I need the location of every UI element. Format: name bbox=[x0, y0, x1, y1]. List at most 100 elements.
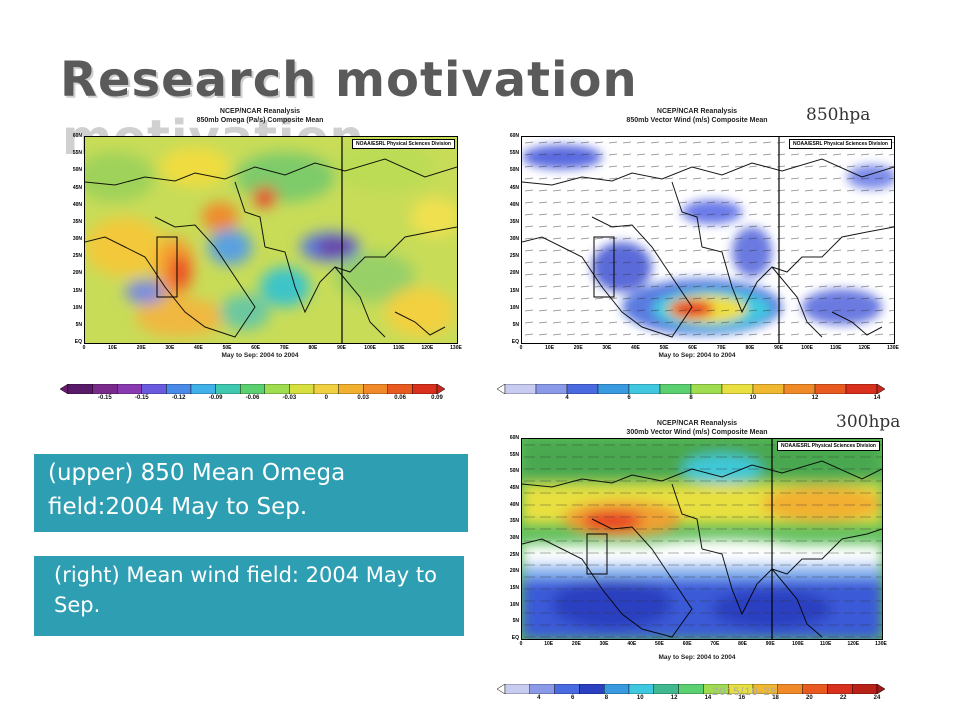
lat-label: 5N bbox=[512, 618, 519, 625]
lat-label: 25N bbox=[509, 253, 519, 260]
colorbar-swatch bbox=[721, 384, 754, 394]
lon-label: 40E bbox=[194, 345, 203, 351]
colorbar-label: -0.09 bbox=[208, 395, 223, 401]
lon-label: 20E bbox=[136, 345, 146, 351]
colorbar-swatch bbox=[566, 384, 599, 394]
wind300-colorbar-svg bbox=[497, 684, 885, 694]
lat-label: 10N bbox=[509, 304, 519, 311]
lon-label: 110E bbox=[819, 641, 832, 647]
wind850-colorbar: 4 6 8 10 12 14 bbox=[497, 384, 885, 406]
omega-colorbar: -0.15 -0.15 -0.12 -0.09 -0.06 -0.03 0 0.03 0.06 0… bbox=[60, 384, 445, 406]
wind300-title-line2: 300mb Vector Wind (m/s) Composite Mean bbox=[626, 429, 768, 436]
wind850-title-line1: NCEP/NCAR Reanalysis bbox=[656, 108, 738, 115]
colorbar-label: 20 bbox=[806, 695, 813, 701]
colorbar-swatch bbox=[117, 384, 143, 394]
lat-label: 40N bbox=[72, 201, 82, 208]
lat-label: 35N bbox=[72, 218, 82, 225]
lon-label: 10E bbox=[545, 345, 555, 351]
colorbar-swatch bbox=[603, 684, 630, 694]
colorbar-label: 0.03 bbox=[357, 395, 370, 401]
slide-title: Research motivation Research motivation bbox=[60, 52, 638, 166]
label-850hpa: 850hpa bbox=[806, 105, 871, 125]
lat-label: EQ bbox=[511, 339, 519, 345]
lat-label: 55N bbox=[72, 150, 82, 157]
lon-label: 10E bbox=[544, 641, 554, 647]
lon-label: 130E bbox=[450, 345, 462, 351]
label-300hpa: 300hpa bbox=[836, 412, 901, 432]
colorbar-label: 0.09 bbox=[431, 395, 443, 401]
lon-label: 110E bbox=[830, 345, 842, 351]
lon-label: 50E bbox=[659, 345, 669, 351]
colorbar-swatch bbox=[678, 684, 704, 694]
colorbar-swatch bbox=[690, 384, 723, 394]
lat-label: 50N bbox=[509, 167, 519, 174]
colorbar-swatch bbox=[659, 384, 692, 394]
lat-label: 35N bbox=[509, 218, 519, 225]
lat-label: 55N bbox=[509, 451, 519, 458]
lon-label: 30E bbox=[165, 345, 175, 351]
caption-upper-text: (upper) 850 Mean Omega field:2004 May to… bbox=[48, 460, 346, 520]
colorbar-swatch bbox=[628, 384, 661, 394]
colorbar-label: 12 bbox=[670, 695, 678, 701]
colorbar-swatch bbox=[215, 384, 241, 394]
colorbar-swatch bbox=[363, 384, 389, 394]
lon-label: 60E bbox=[682, 641, 692, 647]
colorbar-label: 8 bbox=[604, 695, 609, 701]
colorbar-label: 10 bbox=[636, 695, 644, 701]
lat-label: 60N bbox=[72, 133, 82, 139]
lat-label: 20N bbox=[509, 568, 519, 575]
wind850-period: May to Sep: 2004 to 2004 bbox=[658, 352, 736, 359]
lon-label: 90E bbox=[765, 641, 775, 647]
omega-title-line1: NCEP/NCAR Reanalysis bbox=[219, 108, 301, 115]
lon-label: 130E bbox=[875, 641, 887, 647]
colorbar-swatch bbox=[313, 384, 339, 394]
colorbar-label: 0 bbox=[324, 395, 328, 401]
colorbar-label: 0.06 bbox=[394, 395, 406, 401]
colorbar-label: 16 bbox=[738, 695, 746, 701]
lat-label: 15N bbox=[509, 585, 519, 591]
lon-label: 120E bbox=[421, 345, 434, 351]
colorbar-label: 18 bbox=[772, 695, 779, 701]
colorbar-swatch bbox=[190, 384, 216, 394]
colorbar-swatch bbox=[504, 684, 530, 694]
lat-label: 40N bbox=[509, 201, 519, 208]
colorbar-label: 22 bbox=[839, 695, 847, 701]
lat-label: 25N bbox=[72, 253, 82, 260]
lon-label: 120E bbox=[847, 641, 860, 647]
lon-label: 80E bbox=[738, 641, 747, 647]
wind300-credit: NOAA/ESRL Physical Sciences Division bbox=[777, 441, 880, 451]
caption-upper: (upper) 850 Mean Omega field:2004 May to… bbox=[34, 454, 468, 532]
colorbar-swatch bbox=[412, 384, 438, 394]
lat-label: 5N bbox=[512, 321, 519, 328]
lon-label: 80E bbox=[745, 345, 755, 351]
caption-right: (right) Mean wind field: 2004 May to Sep… bbox=[34, 556, 464, 636]
colorbar-swatch bbox=[802, 684, 828, 694]
lat-label: 15N bbox=[509, 287, 519, 294]
lon-label: 40E bbox=[627, 641, 637, 647]
colorbar-label: -0.12 bbox=[171, 395, 186, 401]
omega-colorbar-svg bbox=[60, 384, 445, 394]
lon-label: 100E bbox=[364, 345, 376, 351]
colorbar-swatch bbox=[264, 384, 290, 394]
wind300-map: NOAA/ESRL Physical Sciences Division bbox=[521, 438, 883, 640]
wind850-field-svg bbox=[522, 137, 894, 343]
lon-label: 20E bbox=[573, 345, 583, 351]
lon-label: 110E bbox=[393, 345, 405, 351]
lat-label: 5N bbox=[75, 321, 82, 328]
wind300-period: May to Sep: 2004 to 2004 bbox=[658, 654, 736, 661]
colorbar-swatch bbox=[289, 384, 315, 394]
colorbar-swatch bbox=[92, 384, 118, 394]
colorbar-swatch bbox=[579, 684, 605, 694]
lat-label: 30N bbox=[72, 236, 82, 242]
wind850-title-line2: 850mb Vector Wind (m/s) Composite Mean bbox=[626, 117, 768, 124]
colorbar-swatch bbox=[387, 384, 413, 394]
slide-footer: 2015/10-28 bbox=[712, 686, 778, 698]
wind850-map-panel: NCEP/NCAR Reanalysis 850mb Vector Wind (… bbox=[487, 108, 907, 368]
colorbar-label: 12 bbox=[811, 395, 819, 401]
colorbar-swatch bbox=[653, 684, 679, 694]
lon-label: 50E bbox=[655, 641, 664, 647]
lon-label: 10E bbox=[108, 345, 118, 351]
colorbar-swatch bbox=[852, 684, 878, 694]
colorbar-swatch bbox=[845, 384, 878, 394]
lon-label: 0 bbox=[519, 641, 523, 647]
